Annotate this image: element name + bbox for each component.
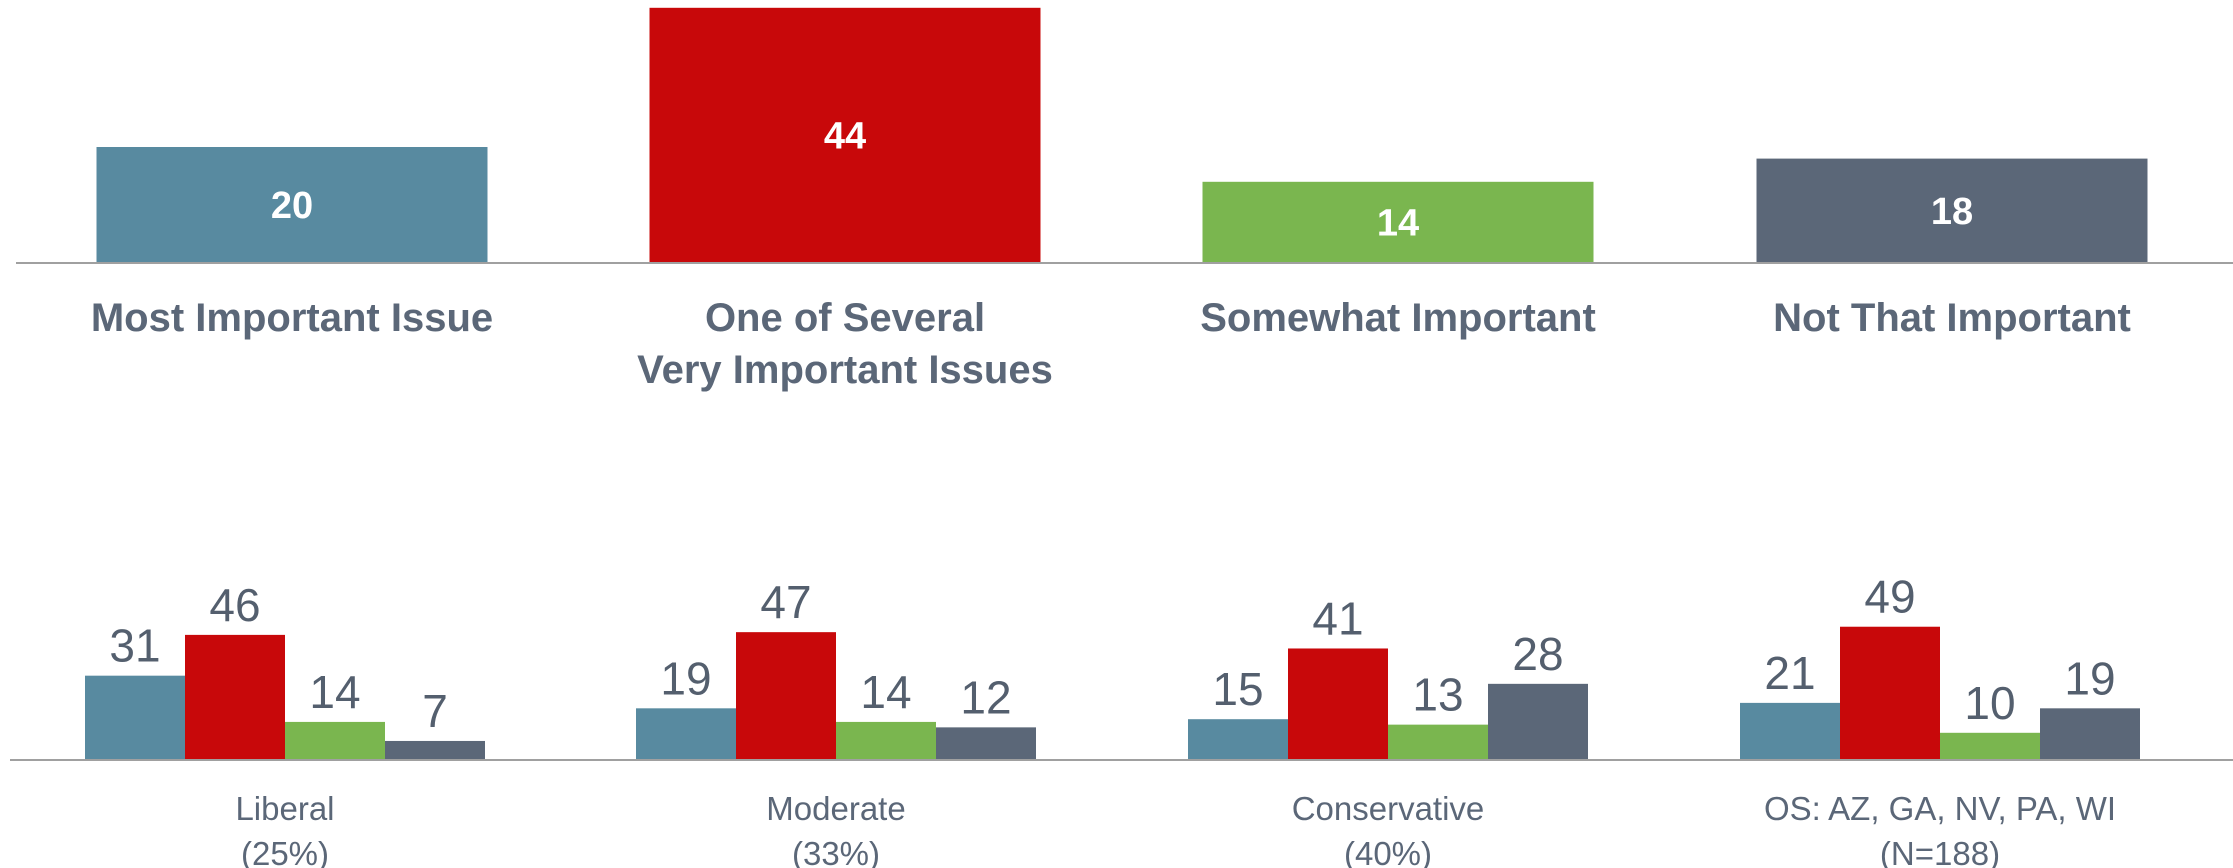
- category-label-somewhat-important: Somewhat Important: [1200, 296, 1596, 340]
- bar-os-az-ga-nv-pa-wi-series-3: [1940, 732, 2040, 760]
- data-label-moderate-series-1: 19: [660, 652, 711, 704]
- data-label-moderate-series-3: 14: [860, 666, 911, 718]
- category-label-one-of-several-very-important-issues: One of Several: [705, 296, 985, 340]
- data-label-conservative-series-4: 28: [1512, 628, 1563, 680]
- data-label-os-az-ga-nv-pa-wi-series-4: 19: [2064, 652, 2115, 704]
- data-label-os-az-ga-nv-pa-wi-series-3: 10: [1964, 677, 2015, 729]
- bar-liberal-series-3: [285, 721, 385, 760]
- bar-moderate-series-3: [836, 721, 936, 760]
- data-label-conservative-series-3: 13: [1412, 669, 1463, 721]
- bar-os-az-ga-nv-pa-wi-series-2: [1840, 626, 1940, 760]
- bar-most-important-issue: [96, 147, 488, 263]
- data-label-somewhat-important: 14: [1377, 202, 1419, 244]
- group-label-os-az-ga-nv-pa-wi: OS: AZ, GA, NV, PA, WI: [1764, 790, 2116, 827]
- group-label-os-az-ga-nv-pa-wi-line-2: (N=188): [1880, 835, 2000, 868]
- bar-somewhat-important: [1202, 181, 1594, 263]
- data-label-most-important-issue: 20: [271, 185, 313, 227]
- bar-moderate-series-4: [936, 727, 1036, 760]
- data-label-conservative-series-2: 41: [1312, 592, 1363, 644]
- group-label-conservative-line-2: (40%): [1344, 835, 1432, 868]
- data-label-os-az-ga-nv-pa-wi-series-1: 21: [1764, 647, 1815, 699]
- bar-os-az-ga-nv-pa-wi-series-4: [2040, 708, 2140, 760]
- data-label-liberal-series-4: 7: [422, 685, 448, 737]
- data-label-liberal-series-2: 46: [209, 579, 260, 631]
- bar-liberal-series-1: [85, 675, 185, 760]
- bar-conservative-series-4: [1488, 683, 1588, 760]
- bar-liberal-series-4: [385, 740, 485, 760]
- data-label-moderate-series-4: 12: [960, 671, 1011, 723]
- bar-moderate-series-2: [736, 632, 836, 760]
- ideology-breakdown-chart: 31 46 14 7 Liberal (25%) 19 47 14 12 Moderate (33%)…: [10, 571, 2233, 868]
- group-label-conservative: Conservative: [1292, 790, 1485, 827]
- category-label-most-important-issue: Most Important Issue: [91, 296, 493, 340]
- group-label-moderate-line-2: (33%): [792, 835, 880, 868]
- data-label-liberal-series-1: 31: [109, 620, 160, 672]
- category-label-not-that-important: Not That Important: [1773, 296, 2131, 340]
- bar-conservative-series-1: [1188, 719, 1288, 760]
- bar-moderate-series-1: [636, 708, 736, 760]
- bar-liberal-series-2: [185, 634, 285, 760]
- data-label-one-of-several-very-important-issues: 44: [824, 115, 866, 157]
- bar-conservative-series-2: [1288, 648, 1388, 760]
- data-label-conservative-series-1: 15: [1212, 663, 1263, 715]
- group-label-liberal-line-2: (25%): [241, 835, 329, 868]
- category-label-one-of-several-very-important-issues-line-2: Very Important Issues: [637, 348, 1053, 392]
- data-label-moderate-series-2: 47: [760, 576, 811, 628]
- bar-one-of-several-very-important-issues: [649, 7, 1041, 263]
- bar-os-az-ga-nv-pa-wi-series-1: [1740, 702, 1840, 760]
- bar-not-that-important: [1756, 158, 2148, 263]
- data-label-not-that-important: 18: [1931, 191, 1973, 233]
- bar-conservative-series-3: [1388, 724, 1488, 760]
- data-label-liberal-series-3: 14: [309, 666, 360, 718]
- group-label-liberal: Liberal: [235, 790, 334, 827]
- overall-importance-chart: 20 Most Important Issue 44 One of Several Ve…: [16, 7, 2233, 392]
- group-label-moderate: Moderate: [766, 790, 905, 827]
- data-label-os-az-ga-nv-pa-wi-series-2: 49: [1864, 571, 1915, 623]
